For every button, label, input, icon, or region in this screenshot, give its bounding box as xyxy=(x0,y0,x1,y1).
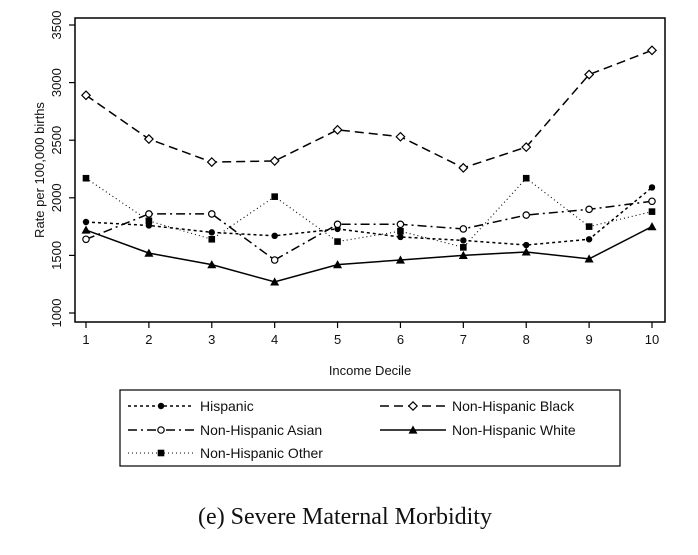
point-hispanic xyxy=(648,184,656,191)
point-non-hispanic-asian xyxy=(82,235,90,244)
point-non-hispanic-white xyxy=(81,225,91,234)
legend-marker xyxy=(407,400,419,412)
x-tick-label: 2 xyxy=(145,332,152,347)
legend-box xyxy=(119,389,621,467)
line-non-hispanic-black xyxy=(85,49,653,169)
point-non-hispanic-white xyxy=(270,277,280,286)
series-non-hispanic-other xyxy=(82,174,656,251)
y-tick-label: 3500 xyxy=(49,11,64,40)
x-tick-label: 3 xyxy=(208,332,215,347)
y-tick-label: 1500 xyxy=(49,241,64,270)
y-tick-label: 3000 xyxy=(49,68,64,97)
point-non-hispanic-other xyxy=(145,217,153,225)
point-hispanic xyxy=(585,236,593,243)
line-non-hispanic-asian xyxy=(85,200,653,261)
x-tick-label: 5 xyxy=(334,332,341,347)
point-non-hispanic-other xyxy=(397,227,404,235)
series-hispanic xyxy=(82,184,656,249)
point-non-hispanic-black xyxy=(143,133,154,145)
line-non-hispanic-other xyxy=(85,177,653,248)
point-non-hispanic-other xyxy=(460,244,467,251)
y-tick-label: 2000 xyxy=(49,183,64,212)
y-tick-label: 2500 xyxy=(49,126,64,155)
series-non-hispanic-white xyxy=(81,222,657,286)
legend-label: Non-Hispanic Black xyxy=(452,398,575,414)
point-non-hispanic-white xyxy=(207,260,217,269)
legend-item-non-hispanic-asian: Non-Hispanic Asian xyxy=(128,422,322,438)
point-non-hispanic-asian xyxy=(459,225,468,233)
point-non-hispanic-black xyxy=(269,155,280,166)
x-tick-label: 6 xyxy=(397,332,404,347)
point-non-hispanic-other xyxy=(334,238,341,245)
point-non-hispanic-black xyxy=(458,162,469,173)
point-non-hispanic-asian xyxy=(648,197,656,206)
point-non-hispanic-asian xyxy=(522,211,531,219)
legend-marker xyxy=(408,425,418,434)
point-non-hispanic-other xyxy=(271,193,278,200)
point-non-hispanic-other xyxy=(208,235,216,243)
point-non-hispanic-black xyxy=(584,69,595,80)
x-tick-label: 10 xyxy=(645,332,659,347)
point-hispanic xyxy=(460,237,467,244)
plot-area-frame xyxy=(74,17,666,323)
series-layer xyxy=(80,45,658,286)
point-non-hispanic-white xyxy=(333,260,343,269)
point-non-hispanic-white xyxy=(395,255,405,264)
point-non-hispanic-white xyxy=(584,254,594,263)
point-non-hispanic-other xyxy=(648,208,656,215)
x-axis-label: Income Decile xyxy=(329,363,411,378)
point-non-hispanic-black xyxy=(395,131,406,142)
y-axis: 1000 1500 2000 2500 3000 3500 xyxy=(49,11,75,328)
legend-marker xyxy=(157,426,165,434)
point-non-hispanic-white xyxy=(458,250,468,259)
point-non-hispanic-black xyxy=(521,142,532,153)
legend-label: Non-Hispanic Asian xyxy=(200,422,322,438)
point-non-hispanic-white xyxy=(144,248,154,257)
point-hispanic xyxy=(82,218,90,226)
point-non-hispanic-white xyxy=(647,222,657,231)
legend: Hispanic Non-Hispanic Black Non-Hispanic A… xyxy=(119,389,621,467)
line-hispanic xyxy=(85,186,653,246)
point-non-hispanic-asian xyxy=(207,210,216,218)
legend-item-non-hispanic-black: Non-Hispanic Black xyxy=(380,398,575,414)
point-non-hispanic-asian xyxy=(145,210,153,218)
x-tick-label: 9 xyxy=(585,332,592,347)
point-non-hispanic-black xyxy=(80,90,92,101)
point-hispanic xyxy=(523,241,530,249)
point-non-hispanic-black xyxy=(646,45,658,56)
point-non-hispanic-other xyxy=(82,174,90,182)
point-non-hispanic-other xyxy=(522,174,530,182)
y-axis-label: Rate per 100,000 births xyxy=(32,102,47,238)
point-non-hispanic-other xyxy=(585,223,593,230)
y-tick-label: 1000 xyxy=(49,299,64,328)
point-non-hispanic-black xyxy=(332,124,343,135)
point-non-hispanic-asian xyxy=(270,256,279,264)
legend-label: Non-Hispanic White xyxy=(452,422,576,438)
series-non-hispanic-asian xyxy=(82,197,656,264)
point-hispanic xyxy=(271,232,278,240)
point-non-hispanic-asian xyxy=(333,220,342,229)
legend-marker xyxy=(157,449,165,457)
point-non-hispanic-white xyxy=(521,247,531,256)
figure-caption: (e) Severe Maternal Morbidity xyxy=(198,504,492,530)
legend-label: Hispanic xyxy=(200,398,254,414)
point-non-hispanic-asian xyxy=(396,220,405,229)
point-hispanic xyxy=(208,229,215,236)
series-non-hispanic-black xyxy=(80,45,658,173)
x-tick-label: 8 xyxy=(523,332,530,347)
x-axis: 1 2 3 4 5 6 7 8 9 10 xyxy=(82,322,659,347)
point-non-hispanic-asian xyxy=(585,205,593,214)
line-non-hispanic-white xyxy=(85,225,653,283)
legend-item-non-hispanic-other: Non-Hispanic Other xyxy=(128,445,323,461)
x-tick-label: 7 xyxy=(460,332,467,347)
legend-item-hispanic: Hispanic xyxy=(128,398,254,414)
legend-marker xyxy=(157,402,165,410)
x-tick-label: 1 xyxy=(82,332,89,347)
legend-item-non-hispanic-white: Non-Hispanic White xyxy=(380,422,576,438)
x-tick-label: 4 xyxy=(271,332,278,347)
point-non-hispanic-black xyxy=(206,157,217,168)
point-hispanic xyxy=(397,233,404,241)
legend-label: Non-Hispanic Other xyxy=(200,445,323,461)
